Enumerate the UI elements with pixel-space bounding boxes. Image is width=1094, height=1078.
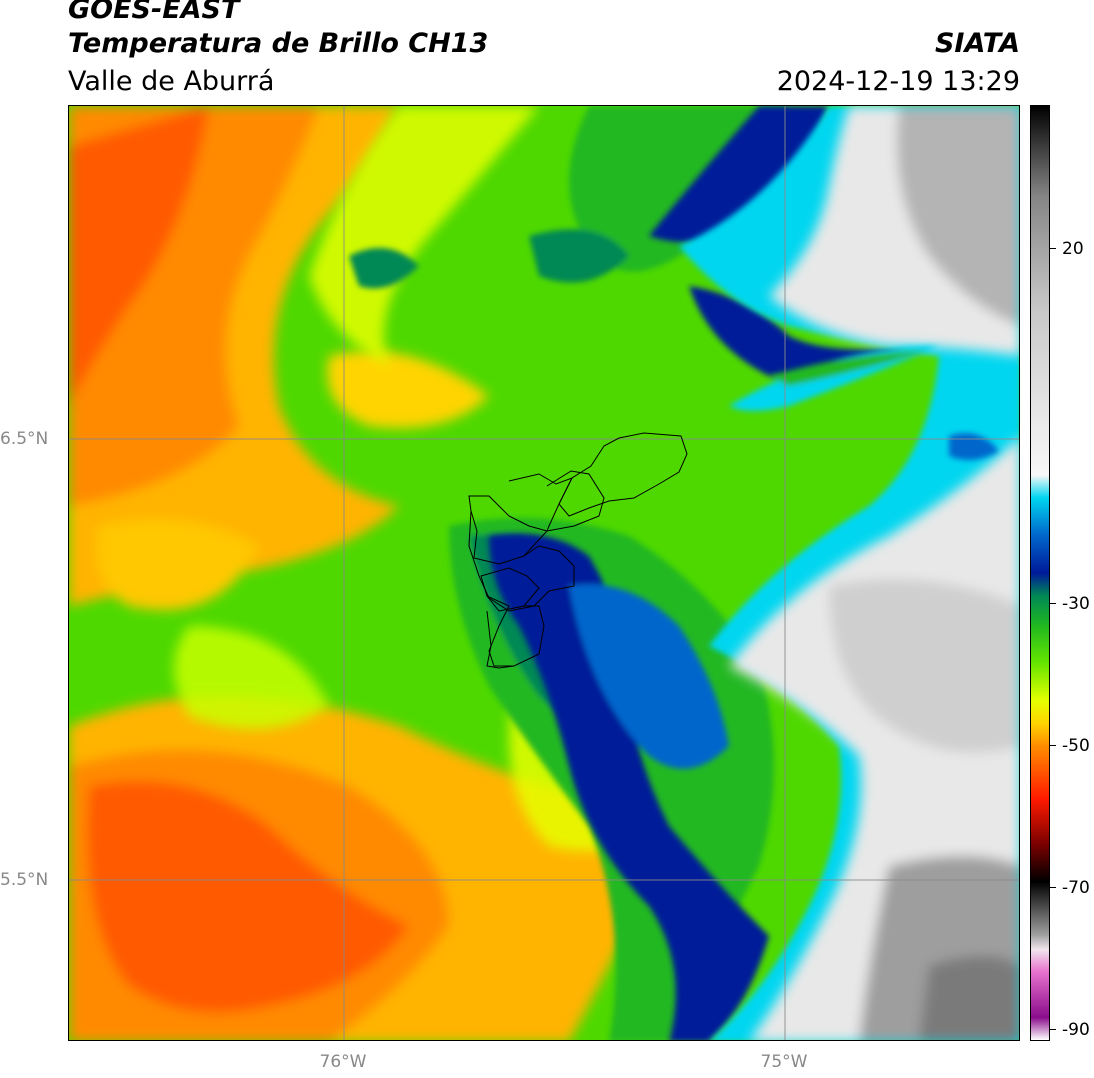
lon-label-76w: 76°W xyxy=(319,1052,367,1072)
product-title: Temperatura de Brillo CH13 xyxy=(68,28,489,59)
colorbar-tick-minus50 xyxy=(1050,745,1056,746)
region-subtitle: Valle de Aburrá xyxy=(68,66,275,97)
colorbar-tick-minus70 xyxy=(1050,887,1056,888)
colorbar-label-20: 20 xyxy=(1062,239,1084,259)
colorbar-tick-minus30 xyxy=(1050,603,1056,604)
cloud-plume xyxy=(729,346,999,460)
cloud-shield xyxy=(729,106,1019,1040)
datetime-label: 2024-12-19 13:29 xyxy=(776,66,1020,97)
colorbar-tick-minus90 xyxy=(1050,1029,1056,1030)
map-gridlines xyxy=(69,106,1019,1040)
organization-label: SIATA xyxy=(934,28,1020,59)
colorbar-label-minus90: -90 xyxy=(1062,1020,1090,1040)
colorbar-label-minus30: -30 xyxy=(1062,594,1090,614)
lat-label-5-5n: 5.5°N xyxy=(0,870,49,890)
municipality-medellin xyxy=(480,567,540,612)
brightness-temperature-map xyxy=(68,105,1020,1041)
municipality-center xyxy=(468,510,575,612)
lon-label-75w: 75°W xyxy=(760,1052,808,1072)
colorbar xyxy=(1030,105,1050,1041)
municipality-south xyxy=(486,595,545,667)
municipality-boundaries xyxy=(468,432,688,669)
colorbar-label-minus50: -50 xyxy=(1062,736,1090,756)
municipality-center-north xyxy=(546,470,605,532)
colorbar-gradient xyxy=(1031,106,1049,1040)
municipality-north xyxy=(558,432,688,517)
colorbar-fill xyxy=(1031,106,1049,1040)
satellite-title: GOES-EAST xyxy=(68,0,240,25)
colorbar-tick-20 xyxy=(1050,248,1056,249)
deep-convection xyxy=(489,106,909,1040)
municipality-southwest xyxy=(486,610,515,669)
lat-label-6-5n: 6.5°N xyxy=(0,429,49,449)
warm-region xyxy=(69,106,649,1040)
map-canvas xyxy=(69,106,1019,1040)
colorbar-label-minus70: -70 xyxy=(1062,878,1090,898)
municipality-northwest xyxy=(468,473,574,565)
